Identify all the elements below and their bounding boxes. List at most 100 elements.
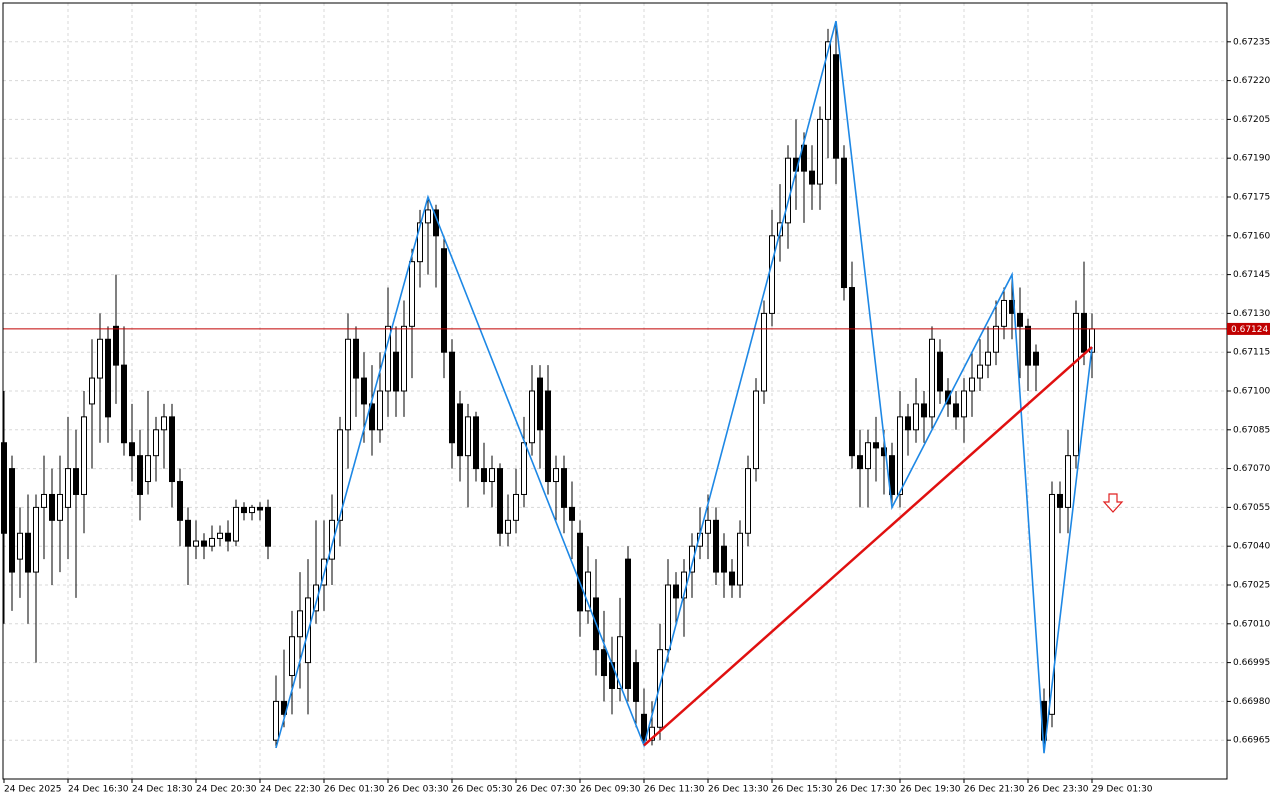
x-tick-label: 24 Dec 18:30	[132, 785, 193, 795]
candle-body	[385, 325, 391, 392]
candle-body	[601, 649, 607, 677]
candle-body	[49, 493, 55, 521]
y-tick-label: 0.67205	[1233, 115, 1270, 125]
candle-body	[857, 455, 863, 470]
last-price-label: 0.67124	[1231, 325, 1268, 335]
y-tick-label: 0.67190	[1233, 154, 1270, 164]
x-tick-label: 26 Dec 11:30	[644, 785, 705, 795]
candle-body	[1025, 325, 1031, 366]
candle-body	[873, 442, 879, 449]
candle-body	[921, 403, 927, 418]
candle-body	[985, 351, 991, 366]
candle-body	[817, 118, 823, 185]
candle-body	[729, 571, 735, 586]
candle-body	[265, 506, 271, 547]
candle-body	[161, 416, 167, 431]
candle-body	[753, 390, 759, 470]
candle-body	[81, 416, 87, 495]
candle-body	[561, 468, 567, 508]
candle-body	[289, 636, 295, 677]
x-tick-label: 26 Dec 03:30	[388, 785, 449, 795]
candle-body	[329, 519, 335, 560]
candle-body	[913, 403, 919, 431]
x-tick-label: 24 Dec 22:30	[260, 785, 321, 795]
y-tick-label: 0.67010	[1233, 619, 1270, 629]
trend-line	[643, 346, 1093, 747]
candle-body	[129, 442, 135, 457]
candle-body	[41, 493, 47, 508]
candle-body	[33, 506, 39, 573]
candle-body	[553, 468, 559, 483]
candle-body	[513, 493, 519, 521]
x-tick-label: 26 Dec 09:30	[580, 785, 641, 795]
y-tick-label: 0.67040	[1233, 542, 1270, 552]
y-tick-label: 0.67235	[1233, 37, 1270, 47]
candle-body	[1065, 455, 1071, 508]
candle-body	[1033, 351, 1039, 366]
candle-body	[625, 558, 631, 689]
overlay	[3, 20, 1227, 754]
candle-body	[537, 377, 543, 431]
y-tick-label: 0.67085	[1233, 425, 1270, 435]
candle-body	[105, 338, 111, 418]
candle-body	[721, 545, 727, 573]
candle-body	[1, 442, 7, 534]
candle-body	[153, 429, 159, 457]
candle-body	[361, 377, 367, 405]
candle-body	[769, 235, 775, 314]
candle-body	[1001, 299, 1007, 327]
candle-body	[953, 403, 959, 418]
candle-body	[1017, 312, 1023, 327]
x-tick-label: 24 Dec 20:30	[196, 785, 257, 795]
candle-body	[705, 519, 711, 534]
candle-body	[177, 481, 183, 521]
candle-body	[585, 571, 591, 612]
sell-arrow	[1102, 493, 1124, 513]
candle-body	[745, 468, 751, 534]
candle-body	[457, 403, 463, 457]
candle-body	[969, 377, 975, 392]
candle-body	[65, 468, 71, 508]
candle-body	[649, 726, 655, 741]
candle-body	[9, 468, 15, 573]
x-tick-label: 29 Dec 01:30	[1092, 785, 1153, 795]
candle-body	[689, 545, 695, 573]
candle-body	[409, 261, 415, 327]
candle-body	[881, 447, 887, 457]
candle-body	[465, 416, 471, 457]
candle-body	[313, 584, 319, 612]
candle-body	[25, 532, 31, 573]
candle-body	[865, 442, 871, 470]
y-tick-label: 0.67070	[1233, 464, 1270, 474]
candle-body	[225, 532, 231, 542]
last-price-box	[1227, 322, 1270, 335]
candle-body	[889, 455, 895, 495]
y-tick-label: 0.67055	[1233, 503, 1270, 513]
y-tick-label: 0.66965	[1233, 736, 1270, 746]
candle-body	[665, 584, 671, 651]
candles	[1, 21, 1095, 754]
candle-body	[657, 649, 663, 728]
candle-body	[849, 287, 855, 457]
candle-body	[273, 700, 279, 741]
x-tick-label: 26 Dec 21:30	[964, 785, 1025, 795]
y-tick-label: 0.67130	[1233, 309, 1270, 319]
candle-body	[761, 312, 767, 392]
candle-body	[185, 519, 191, 547]
candle-body	[377, 390, 383, 431]
candle-body	[209, 537, 215, 547]
candle-body	[401, 325, 407, 392]
candle-body	[497, 468, 503, 534]
candle-body	[369, 403, 375, 431]
zigzag-line	[275, 20, 1093, 754]
x-tick-label: 24 Dec 16:30	[68, 785, 129, 795]
candle-body	[929, 338, 935, 418]
candle-body	[113, 325, 119, 366]
candle-body	[809, 170, 815, 185]
x-tick-label: 26 Dec 05:30	[452, 785, 513, 795]
candle-body	[249, 506, 255, 514]
candle-body	[977, 364, 983, 379]
x-tick-label: 26 Dec 01:30	[324, 785, 385, 795]
